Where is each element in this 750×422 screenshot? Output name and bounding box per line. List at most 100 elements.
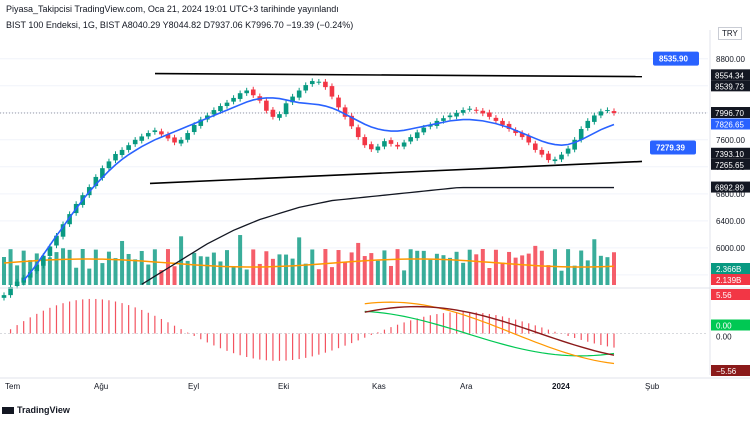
osc-green-line: [364, 310, 615, 357]
volume-bar: [402, 270, 407, 285]
x-tick-label: 2024: [552, 382, 570, 391]
candle-body: [152, 130, 158, 133]
x-tick-label: Kas: [372, 382, 386, 391]
volume-bar: [598, 255, 603, 285]
volume-bar: [139, 250, 144, 285]
candle-body: [611, 111, 617, 113]
candle-body: [270, 109, 276, 117]
volume-bar: [441, 255, 446, 285]
y-tick-label: 6800.00: [716, 190, 745, 199]
candle-body: [598, 111, 604, 116]
candle-body: [283, 103, 289, 115]
volume-bar: [559, 270, 564, 285]
volume-label: 2.366B: [716, 265, 741, 274]
candle-body: [473, 109, 479, 111]
trendline-tag: [650, 140, 696, 155]
candle-body: [519, 133, 525, 138]
y-tick-label: 6400.00: [716, 217, 745, 226]
candle-body: [487, 112, 492, 117]
osc-signal-line: [364, 305, 615, 356]
ma-short-line: [23, 97, 615, 281]
volume-bar: [448, 257, 453, 285]
volume-bar: [238, 235, 243, 285]
volume-bar: [165, 249, 170, 285]
price-label: 8539.73: [715, 82, 744, 91]
candle-body: [34, 264, 40, 272]
price-label: 7393.10: [715, 150, 744, 159]
y-tick-label: 7600.00: [716, 136, 745, 145]
price-chart[interactable]: 5600.006000.006400.006800.007200.007600.…: [0, 30, 750, 405]
price-label-box: [711, 158, 750, 170]
volume-label: 2.139B: [716, 276, 741, 285]
candle-body: [532, 143, 538, 150]
volume-bar: [369, 253, 374, 285]
volume-bar: [192, 252, 197, 285]
volume-bar: [8, 249, 13, 285]
candle-body: [14, 281, 20, 287]
candle-body: [493, 117, 499, 121]
volume-bar: [592, 239, 597, 285]
price-label-box: [711, 69, 750, 81]
volume-bar: [21, 250, 26, 285]
volume-bar: [303, 263, 308, 285]
volume-bar: [428, 259, 433, 285]
oscillator-label: 0.00: [716, 322, 732, 331]
candle-body: [237, 93, 243, 99]
candle-body: [277, 114, 282, 118]
volume-bar: [205, 256, 210, 285]
volume-bar: [87, 268, 92, 285]
volume-bar: [480, 249, 485, 285]
candle-body: [106, 161, 112, 169]
volume-bar: [546, 265, 551, 285]
candle-body: [60, 224, 66, 237]
candle-body: [159, 131, 164, 135]
candle-body: [349, 115, 354, 127]
volume-bar: [487, 268, 492, 285]
candle-body: [172, 137, 177, 143]
candle-body: [132, 139, 138, 145]
x-tick-label: Eki: [278, 382, 289, 391]
volume-bar: [257, 263, 262, 285]
candle-body: [8, 287, 13, 296]
oscillator-label-box: [711, 319, 750, 331]
candle-body: [100, 168, 105, 178]
volume-bar: [284, 254, 289, 285]
candle-body: [428, 124, 433, 127]
volume-bar: [408, 249, 413, 285]
oscillator-label: −5.56: [716, 367, 737, 376]
candle-body: [421, 127, 427, 133]
volume-bar: [152, 249, 157, 285]
time-axis: Tem Ağu Eyl Eki Kas Ara 2024 Şub: [0, 377, 750, 391]
y-tick-label: 8800.00: [716, 55, 745, 64]
volume-bar: [231, 266, 236, 285]
currency-badge[interactable]: TRY: [718, 27, 742, 40]
volume-bar: [375, 260, 380, 285]
candle-body: [139, 136, 145, 141]
volume-bar: [461, 262, 466, 285]
x-tick-label: Ara: [460, 382, 473, 391]
candle-body: [401, 142, 407, 147]
chart-header: Piyasa_Takipcisi TradingView.com, Oca 21…: [0, 0, 750, 40]
volume-bar: [605, 257, 610, 285]
candle-body: [165, 134, 171, 139]
volume-bar: [356, 242, 361, 285]
volume-bar: [225, 250, 230, 285]
candle-body: [454, 112, 459, 117]
volume-bar: [526, 253, 531, 285]
volume-bar: [415, 250, 420, 285]
price-label: 6892.89: [715, 184, 744, 193]
volume-bar: [106, 251, 111, 285]
x-tick-label: Ağu: [94, 382, 108, 391]
tradingview-logo-icon: [2, 407, 14, 415]
candle-body: [67, 214, 72, 225]
candle-body: [500, 120, 505, 125]
candle-body: [375, 146, 381, 151]
candle-body: [264, 100, 269, 111]
published-note: Piyasa_Takipcisi TradingView.com, Oca 21…: [6, 4, 339, 14]
volume-bar: [218, 261, 223, 285]
candle-body: [447, 115, 453, 118]
candle-body: [388, 140, 394, 144]
price-label: 7265.65: [715, 161, 744, 170]
volume-bar: [159, 270, 164, 285]
trendline-tag-label: 8535.90: [659, 55, 688, 64]
